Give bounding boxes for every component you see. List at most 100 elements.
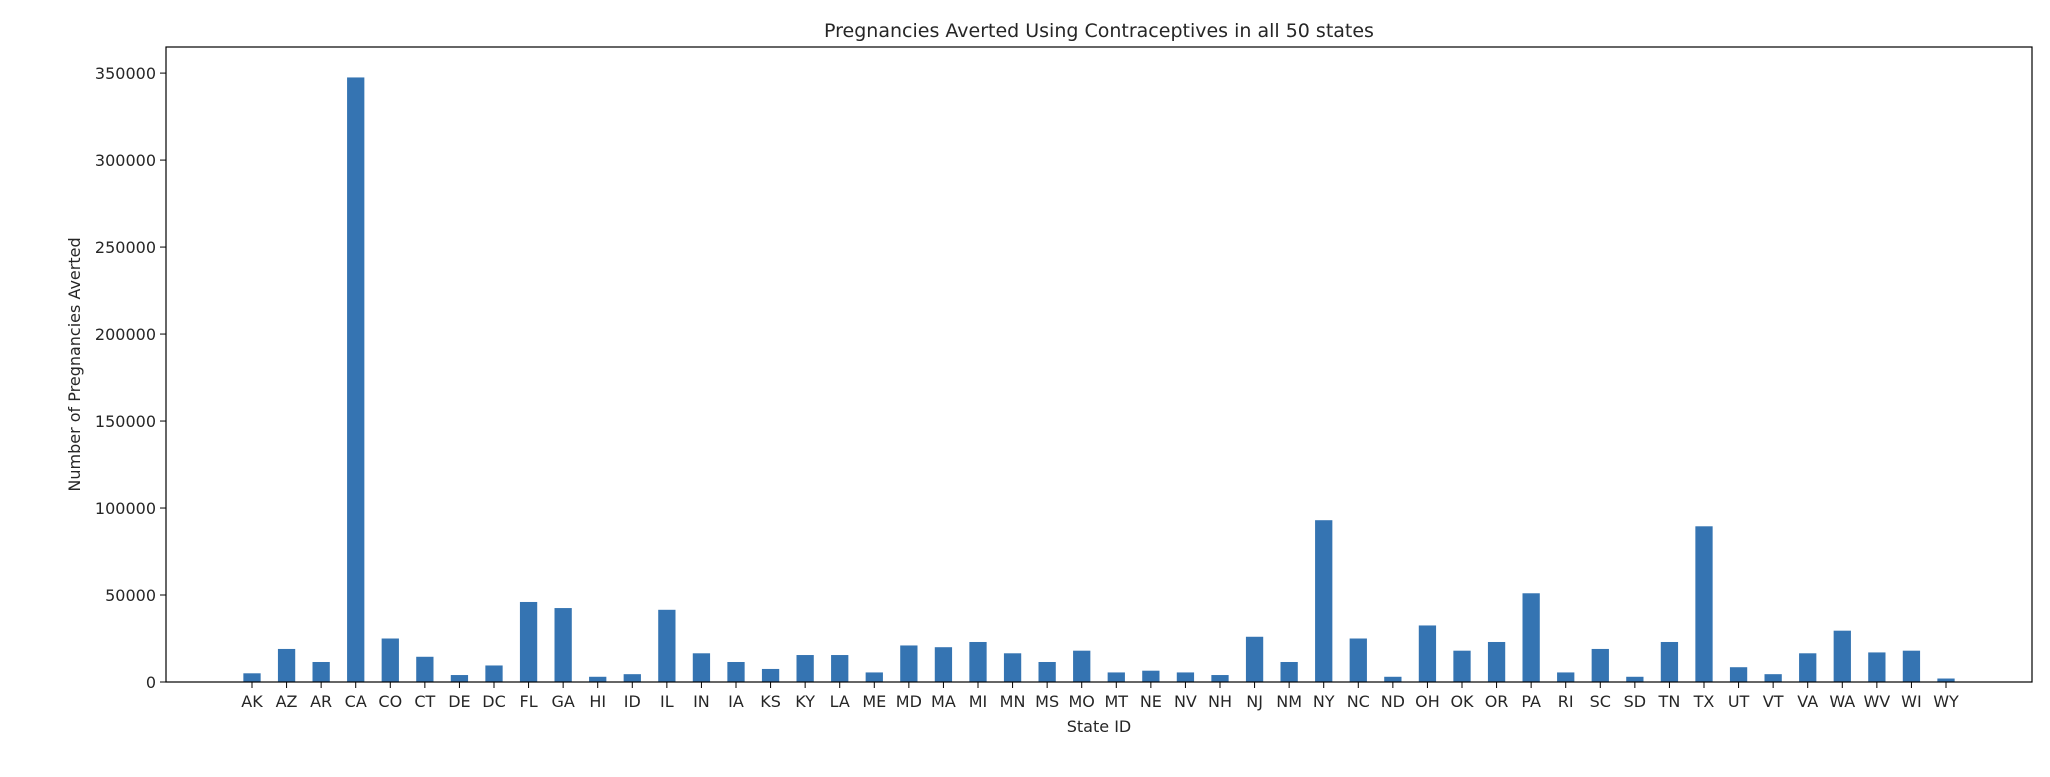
y-tick-label: 200000 <box>95 325 156 344</box>
bar-il <box>658 609 676 682</box>
x-tick-label: VA <box>1797 692 1818 711</box>
y-tick-label: 100000 <box>95 499 156 518</box>
bar-ok <box>1453 650 1471 682</box>
x-tick-label: NC <box>1347 692 1370 711</box>
bar-me <box>865 672 883 682</box>
x-tick-label: CT <box>414 692 435 711</box>
chart-title: Pregnancies Averted Using Contraceptives… <box>824 20 1374 42</box>
x-tick-label: ME <box>862 692 886 711</box>
bar-ma <box>934 647 953 682</box>
x-axis-ticks: AK AZ AR CA CO CT DE DC FL GA HI ID IL IN IA KS KY LA ME MD… <box>241 682 1959 711</box>
x-tick-label: WA <box>1829 692 1855 711</box>
x-axis-label: State ID <box>1067 717 1131 736</box>
x-tick-label: NE <box>1140 692 1162 711</box>
x-tick-label: PA <box>1521 692 1541 711</box>
x-tick-label: MA <box>931 692 956 711</box>
x-tick-label: IA <box>728 692 744 711</box>
bar-mn <box>1003 653 1022 682</box>
bar-ga <box>554 608 572 682</box>
x-tick-label: FL <box>520 692 538 711</box>
bar-ut <box>1729 667 1748 682</box>
x-tick-label: VT <box>1763 692 1784 711</box>
x-tick-label: MO <box>1069 692 1095 711</box>
bar-ca <box>347 77 365 683</box>
bar-tn <box>1660 641 1679 682</box>
bar-mo <box>1073 650 1091 682</box>
bar-co <box>381 638 399 682</box>
x-tick-label: WI <box>1901 692 1922 711</box>
x-tick-label: AR <box>310 692 332 711</box>
x-tick-label: CA <box>345 692 367 711</box>
bar-wi <box>1902 650 1921 682</box>
bar-az <box>277 648 296 682</box>
x-tick-label: TX <box>1693 692 1715 711</box>
bar-dc <box>485 665 503 682</box>
bar-mi <box>969 641 987 682</box>
bar-id <box>623 674 641 682</box>
x-tick-label: IN <box>693 692 710 711</box>
bar-la <box>831 655 849 682</box>
x-tick-label: ID <box>624 692 641 711</box>
bar-vt <box>1764 674 1782 682</box>
x-tick-label: UT <box>1728 692 1750 711</box>
x-tick-label: GA <box>551 692 574 711</box>
bar-ia <box>727 661 745 682</box>
bar-ak <box>243 673 261 682</box>
bar-tx <box>1695 526 1713 682</box>
bar-hi <box>589 676 607 682</box>
x-tick-label: OR <box>1485 692 1509 711</box>
x-tick-label: MS <box>1035 692 1059 711</box>
x-tick-label: AK <box>241 692 263 711</box>
bar-wa <box>1833 630 1851 682</box>
bar-va <box>1799 653 1817 682</box>
plot-frame <box>165 46 2033 683</box>
x-tick-label: CO <box>378 692 402 711</box>
y-tick-label: 0 <box>146 673 156 692</box>
x-tick-label: AZ <box>276 692 298 711</box>
y-axis-ticks: 0 50000 100000 150000 200000 250000 300000 3500… <box>95 64 166 692</box>
x-tick-label: MN <box>1000 692 1026 711</box>
bar-md <box>900 645 918 682</box>
x-tick-label: DC <box>482 692 506 711</box>
bar-nv <box>1176 672 1195 682</box>
bar-ks <box>761 668 780 682</box>
y-tick-label: 250000 <box>95 238 156 257</box>
bar-nd <box>1384 676 1402 682</box>
x-tick-label: RI <box>1558 692 1574 711</box>
bar-or <box>1487 641 1506 682</box>
x-tick-label: SD <box>1624 692 1646 711</box>
x-tick-label: DE <box>448 692 470 711</box>
x-tick-label: WV <box>1863 692 1890 711</box>
bar-ct <box>416 656 434 682</box>
bar-pa <box>1522 593 1540 682</box>
bar-fl <box>519 601 538 682</box>
y-tick-label: 350000 <box>95 64 156 83</box>
y-tick-label: 150000 <box>95 412 156 431</box>
bar-de <box>450 675 469 682</box>
x-tick-label: MI <box>969 692 988 711</box>
bar-ky <box>796 655 814 682</box>
bar-oh <box>1418 625 1437 682</box>
x-tick-label: MD <box>896 692 922 711</box>
x-tick-label: TN <box>1658 692 1681 711</box>
bar-sd <box>1626 676 1644 682</box>
bar-ms <box>1038 661 1056 682</box>
bar-wy <box>1937 678 1955 682</box>
bar-nj <box>1245 636 1264 682</box>
bar-nc <box>1349 638 1367 682</box>
x-tick-label: NY <box>1313 692 1335 711</box>
bars-group <box>243 77 1955 683</box>
bar-mt <box>1107 672 1125 682</box>
y-tick-label: 50000 <box>105 586 156 605</box>
x-tick-label: KS <box>760 692 781 711</box>
x-tick-label: HI <box>589 692 606 711</box>
x-tick-label: ND <box>1381 692 1405 711</box>
bar-ri <box>1557 672 1575 682</box>
bar-sc <box>1591 648 1609 682</box>
bar-nm <box>1280 661 1298 682</box>
bar-ar <box>312 661 330 682</box>
bar-ne <box>1142 670 1160 682</box>
y-axis-label: Number of Pregnancies Averted <box>65 237 84 491</box>
